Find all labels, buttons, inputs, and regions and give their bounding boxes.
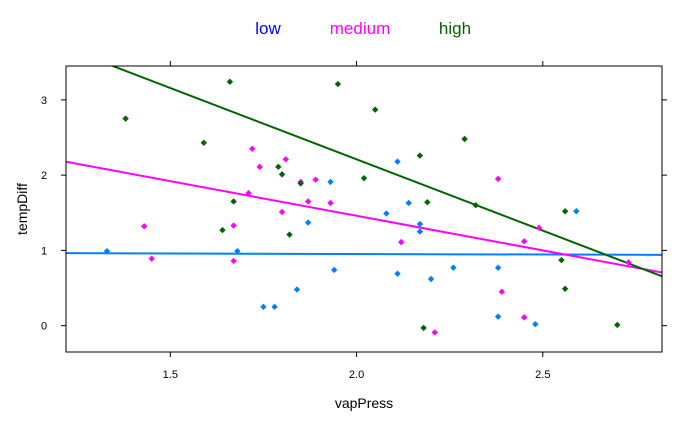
point-high xyxy=(561,285,569,292)
point-low xyxy=(103,247,111,255)
point-high xyxy=(219,226,226,234)
point-low xyxy=(394,270,401,277)
point-medium xyxy=(230,222,237,229)
point-low xyxy=(494,313,502,320)
point-high xyxy=(472,202,479,209)
point-low xyxy=(416,228,424,235)
point-low xyxy=(573,208,580,215)
point-medium xyxy=(256,163,263,171)
x-tick-label: 1.5 xyxy=(163,369,178,381)
point-high xyxy=(558,256,565,264)
point-high xyxy=(614,321,621,329)
point-low xyxy=(416,220,424,228)
fit-line-low xyxy=(66,252,662,256)
point-high xyxy=(286,231,293,238)
point-high xyxy=(297,180,304,187)
point-low xyxy=(304,219,312,226)
point-high xyxy=(122,115,129,122)
point-low xyxy=(532,320,539,328)
point-high xyxy=(420,324,427,332)
point-medium xyxy=(398,238,405,246)
point-low xyxy=(234,247,241,255)
point-medium xyxy=(148,255,155,262)
point-high xyxy=(360,174,368,182)
point-medium xyxy=(304,198,312,205)
point-low xyxy=(405,199,412,207)
point-low xyxy=(494,264,502,271)
y-tick-label: 2 xyxy=(41,170,47,182)
legend-item-high: high xyxy=(439,19,471,38)
point-low xyxy=(293,286,301,293)
fit-line-high xyxy=(110,66,662,278)
point-medium xyxy=(498,288,506,295)
x-axis-title: vapPress xyxy=(335,395,393,411)
point-high xyxy=(230,198,237,205)
point-medium xyxy=(520,314,528,321)
fit-line-medium xyxy=(66,160,662,274)
point-medium xyxy=(141,223,148,230)
point-medium xyxy=(625,259,632,266)
point-high xyxy=(200,139,208,146)
y-tick-label: 3 xyxy=(41,95,47,107)
point-medium xyxy=(494,175,502,183)
fit-lines xyxy=(66,66,662,278)
point-medium xyxy=(327,199,334,207)
point-high xyxy=(334,80,342,88)
point-medium xyxy=(431,329,438,336)
legend-item-medium: medium xyxy=(330,19,390,38)
point-medium xyxy=(535,224,543,232)
point-high xyxy=(416,152,424,159)
y-tick-label: 0 xyxy=(41,321,47,333)
point-low xyxy=(394,158,401,165)
point-medium xyxy=(312,176,319,183)
point-medium xyxy=(278,208,286,216)
point-medium xyxy=(282,156,289,163)
y-tick-label: 1 xyxy=(41,245,47,257)
point-low xyxy=(331,266,338,274)
point-high xyxy=(278,171,286,178)
point-medium xyxy=(230,257,237,265)
x-tick-label: 2.0 xyxy=(349,369,364,381)
point-high xyxy=(424,199,431,206)
point-low xyxy=(450,264,457,271)
point-high xyxy=(226,78,234,86)
legend-item-low: low xyxy=(255,19,281,38)
legend: low medium high xyxy=(255,19,471,38)
point-high xyxy=(371,106,379,113)
point-medium xyxy=(245,189,252,197)
point-low xyxy=(383,210,390,217)
y-axis-title: tempDiff xyxy=(14,183,30,235)
x-tick-label: 2.5 xyxy=(535,369,550,381)
data-points xyxy=(103,78,632,336)
point-medium xyxy=(249,145,256,152)
axes: 1.5 2.0 2.5 0 1 2 3 xyxy=(41,61,667,381)
point-low xyxy=(327,178,334,186)
point-high xyxy=(461,135,468,143)
point-low xyxy=(260,303,267,311)
plot-frame xyxy=(65,65,663,353)
point-low xyxy=(427,275,435,283)
point-medium xyxy=(520,238,528,245)
point-high xyxy=(275,163,282,171)
point-low xyxy=(271,303,278,311)
point-high xyxy=(561,208,569,215)
